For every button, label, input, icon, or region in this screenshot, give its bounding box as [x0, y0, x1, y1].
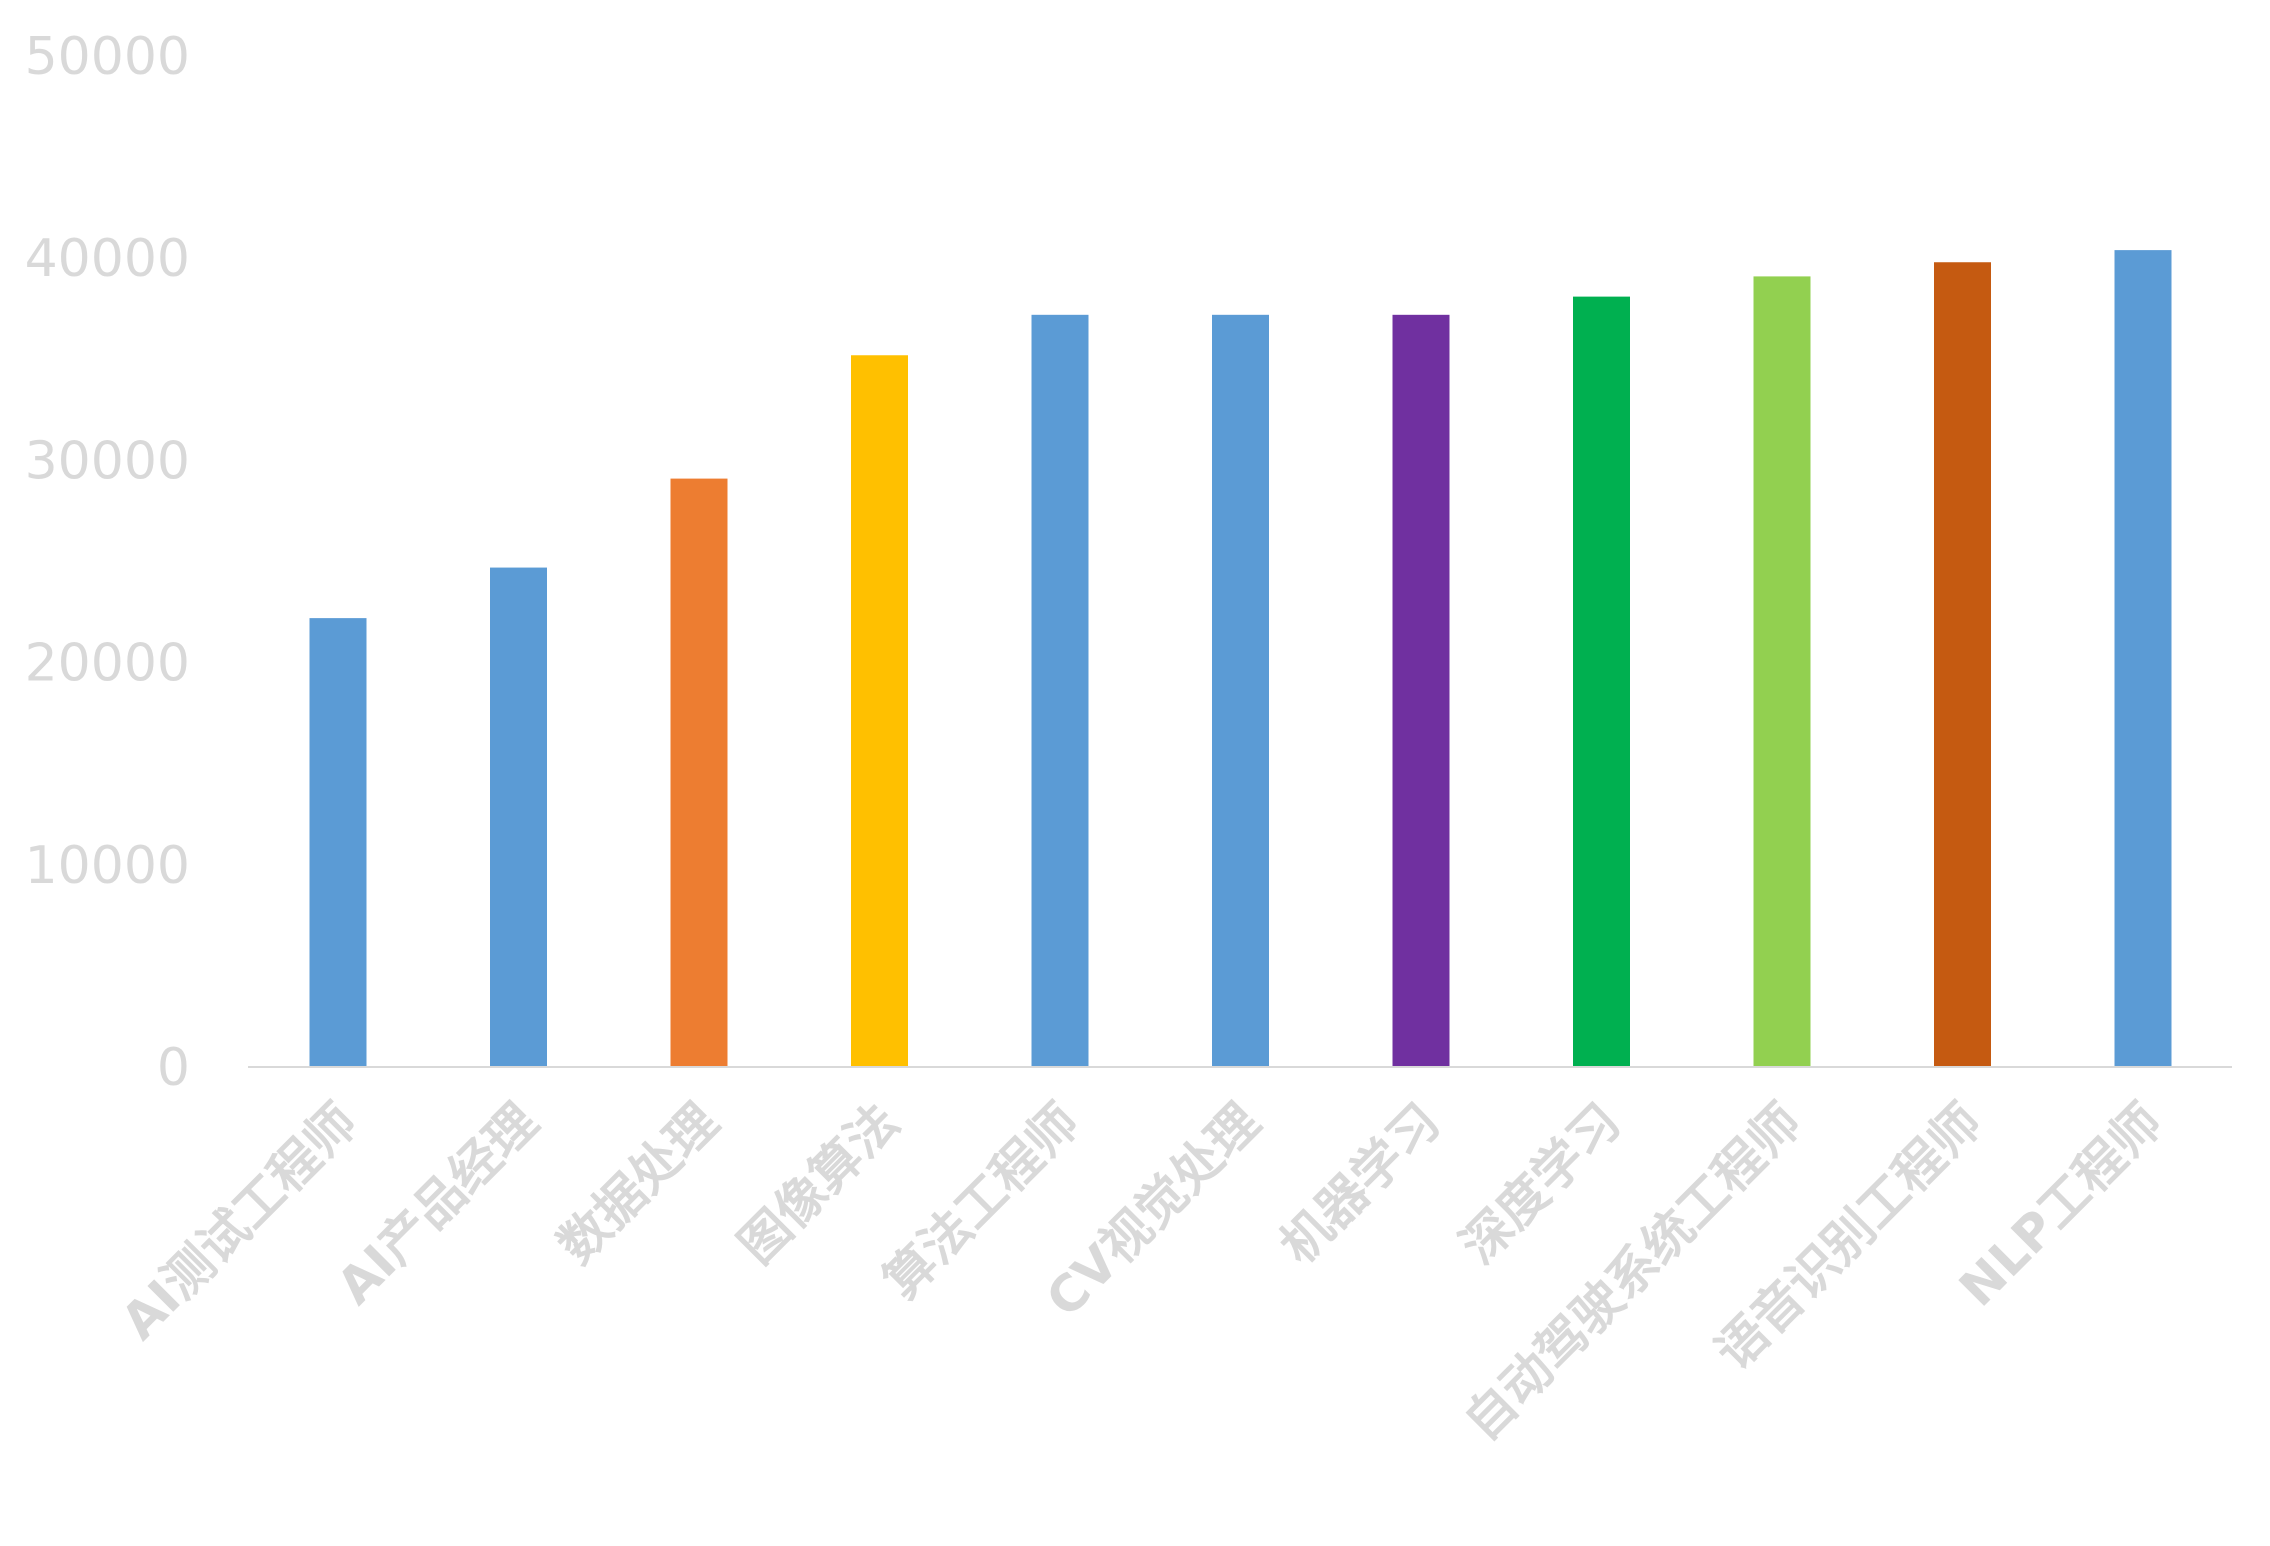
bar [490, 567, 547, 1067]
x-category-label: 数据处理 [547, 1092, 729, 1274]
y-tick-label: 20000 [25, 634, 190, 694]
x-axis-labels: AI测试工程师AI产品经理数据处理图像算法算法工程师CV视觉处理机器学习深度学习… [110, 1092, 2173, 1451]
bar [309, 618, 367, 1067]
bar [851, 355, 908, 1068]
bar [2114, 250, 2172, 1067]
y-tick-label: 0 [157, 1038, 190, 1098]
bar [1392, 314, 1450, 1067]
bar [670, 478, 728, 1067]
y-tick-label: 50000 [25, 27, 190, 87]
bar [1212, 314, 1269, 1067]
bar [1753, 276, 1811, 1067]
x-category-label: AI测试工程师 [110, 1092, 368, 1350]
y-axis-ticks: 0 10000 20000 30000 40000 50000 [25, 27, 190, 1098]
bar [1573, 296, 1630, 1067]
x-category-label: 图像算法 [728, 1092, 910, 1274]
y-tick-label: 40000 [25, 229, 190, 289]
y-tick-label: 30000 [25, 431, 190, 491]
bar [1934, 262, 1991, 1067]
x-category-label: 深度学习 [1450, 1092, 1632, 1274]
x-category-label: 机器学习 [1269, 1092, 1451, 1274]
bar [1031, 314, 1089, 1067]
bars [309, 250, 2172, 1068]
y-tick-label: 10000 [25, 836, 190, 896]
x-category-label: 自动驾驶系统工程师 [1453, 1092, 1812, 1451]
